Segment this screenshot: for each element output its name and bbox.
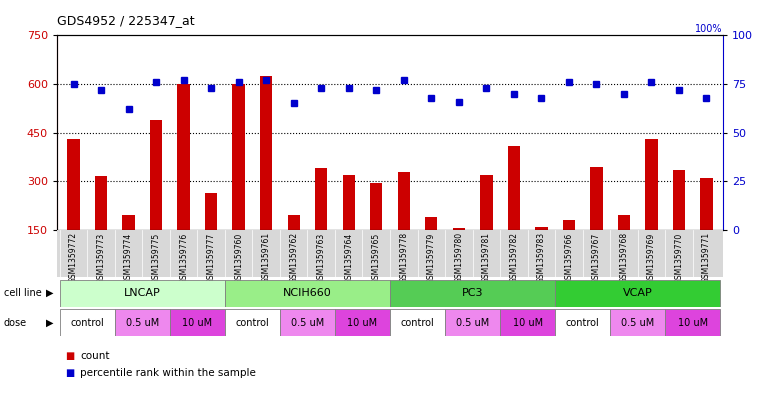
Text: 0.5 uM: 0.5 uM [456, 318, 489, 328]
Bar [665, 309, 720, 336]
Bar [342, 175, 355, 230]
Bar [535, 227, 547, 230]
Text: PC3: PC3 [462, 288, 483, 298]
Text: GDS4952 / 225347_at: GDS4952 / 225347_at [57, 15, 195, 28]
Bar [480, 175, 492, 230]
Text: ▶: ▶ [46, 318, 53, 328]
Text: GSM1359762: GSM1359762 [289, 232, 298, 283]
Bar [390, 309, 445, 336]
Text: GSM1359764: GSM1359764 [344, 232, 353, 283]
Bar [397, 171, 410, 230]
Text: LNCAP: LNCAP [124, 288, 161, 298]
Bar [150, 119, 162, 230]
Bar [508, 145, 520, 230]
Text: 0.5 uM: 0.5 uM [291, 318, 324, 328]
Text: GSM1359767: GSM1359767 [592, 232, 601, 283]
Text: ▶: ▶ [46, 288, 53, 298]
Bar [645, 139, 658, 230]
Bar [390, 280, 555, 307]
Text: GSM1359760: GSM1359760 [234, 232, 244, 283]
Bar [170, 309, 225, 336]
Bar [225, 280, 390, 307]
Bar [700, 178, 712, 230]
Bar [555, 309, 610, 336]
Bar [673, 170, 685, 230]
Bar [225, 309, 280, 336]
Bar [453, 228, 465, 230]
Bar [95, 176, 107, 230]
Bar [562, 220, 575, 230]
Text: GSM1359763: GSM1359763 [317, 232, 326, 283]
Text: NCIH660: NCIH660 [283, 288, 332, 298]
Text: control: control [71, 318, 104, 328]
Bar [555, 280, 720, 307]
Bar [177, 84, 189, 230]
Bar [260, 76, 272, 230]
Text: percentile rank within the sample: percentile rank within the sample [80, 368, 256, 378]
Bar [233, 84, 245, 230]
Text: GSM1359776: GSM1359776 [179, 232, 188, 283]
Bar [591, 167, 603, 230]
Bar [280, 309, 335, 336]
Bar [445, 309, 500, 336]
Bar [425, 217, 438, 230]
Text: control: control [236, 318, 269, 328]
Text: GSM1359772: GSM1359772 [69, 232, 78, 283]
Text: GSM1359775: GSM1359775 [151, 232, 161, 283]
Text: 0.5 uM: 0.5 uM [126, 318, 159, 328]
Text: GSM1359766: GSM1359766 [565, 232, 573, 283]
Text: 10 uM: 10 uM [348, 318, 377, 328]
Text: GSM1359777: GSM1359777 [207, 232, 215, 283]
Bar [335, 309, 390, 336]
Bar [618, 215, 630, 230]
Text: GSM1359782: GSM1359782 [509, 232, 518, 283]
Text: GSM1359774: GSM1359774 [124, 232, 133, 283]
Bar [60, 280, 225, 307]
Text: ■: ■ [65, 368, 74, 378]
Text: GSM1359768: GSM1359768 [619, 232, 629, 283]
Text: dose: dose [4, 318, 27, 328]
Text: GSM1359781: GSM1359781 [482, 232, 491, 283]
Text: control: control [565, 318, 600, 328]
Bar [68, 139, 80, 230]
Text: GSM1359770: GSM1359770 [674, 232, 683, 283]
Bar [288, 215, 300, 230]
Text: GSM1359761: GSM1359761 [262, 232, 271, 283]
Text: GSM1359765: GSM1359765 [372, 232, 380, 283]
Text: GSM1359780: GSM1359780 [454, 232, 463, 283]
Bar [500, 309, 555, 336]
Bar [60, 309, 115, 336]
Text: GSM1359783: GSM1359783 [537, 232, 546, 283]
Text: GSM1359773: GSM1359773 [97, 232, 106, 283]
Text: 10 uM: 10 uM [512, 318, 543, 328]
Text: 10 uM: 10 uM [677, 318, 708, 328]
Text: GSM1359771: GSM1359771 [702, 232, 711, 283]
Text: control: control [400, 318, 435, 328]
Text: GSM1359769: GSM1359769 [647, 232, 656, 283]
Text: 0.5 uM: 0.5 uM [621, 318, 654, 328]
Bar [315, 168, 327, 230]
Text: cell line: cell line [4, 288, 42, 298]
Bar [205, 193, 218, 230]
Bar [610, 309, 665, 336]
Text: 100%: 100% [696, 24, 723, 35]
Bar [115, 309, 170, 336]
Bar [123, 215, 135, 230]
Text: GSM1359778: GSM1359778 [400, 232, 408, 283]
Text: ■: ■ [65, 351, 74, 361]
Bar [370, 183, 383, 230]
Text: 10 uM: 10 uM [183, 318, 212, 328]
Text: GSM1359779: GSM1359779 [427, 232, 436, 283]
Text: VCAP: VCAP [622, 288, 652, 298]
Text: count: count [80, 351, 110, 361]
